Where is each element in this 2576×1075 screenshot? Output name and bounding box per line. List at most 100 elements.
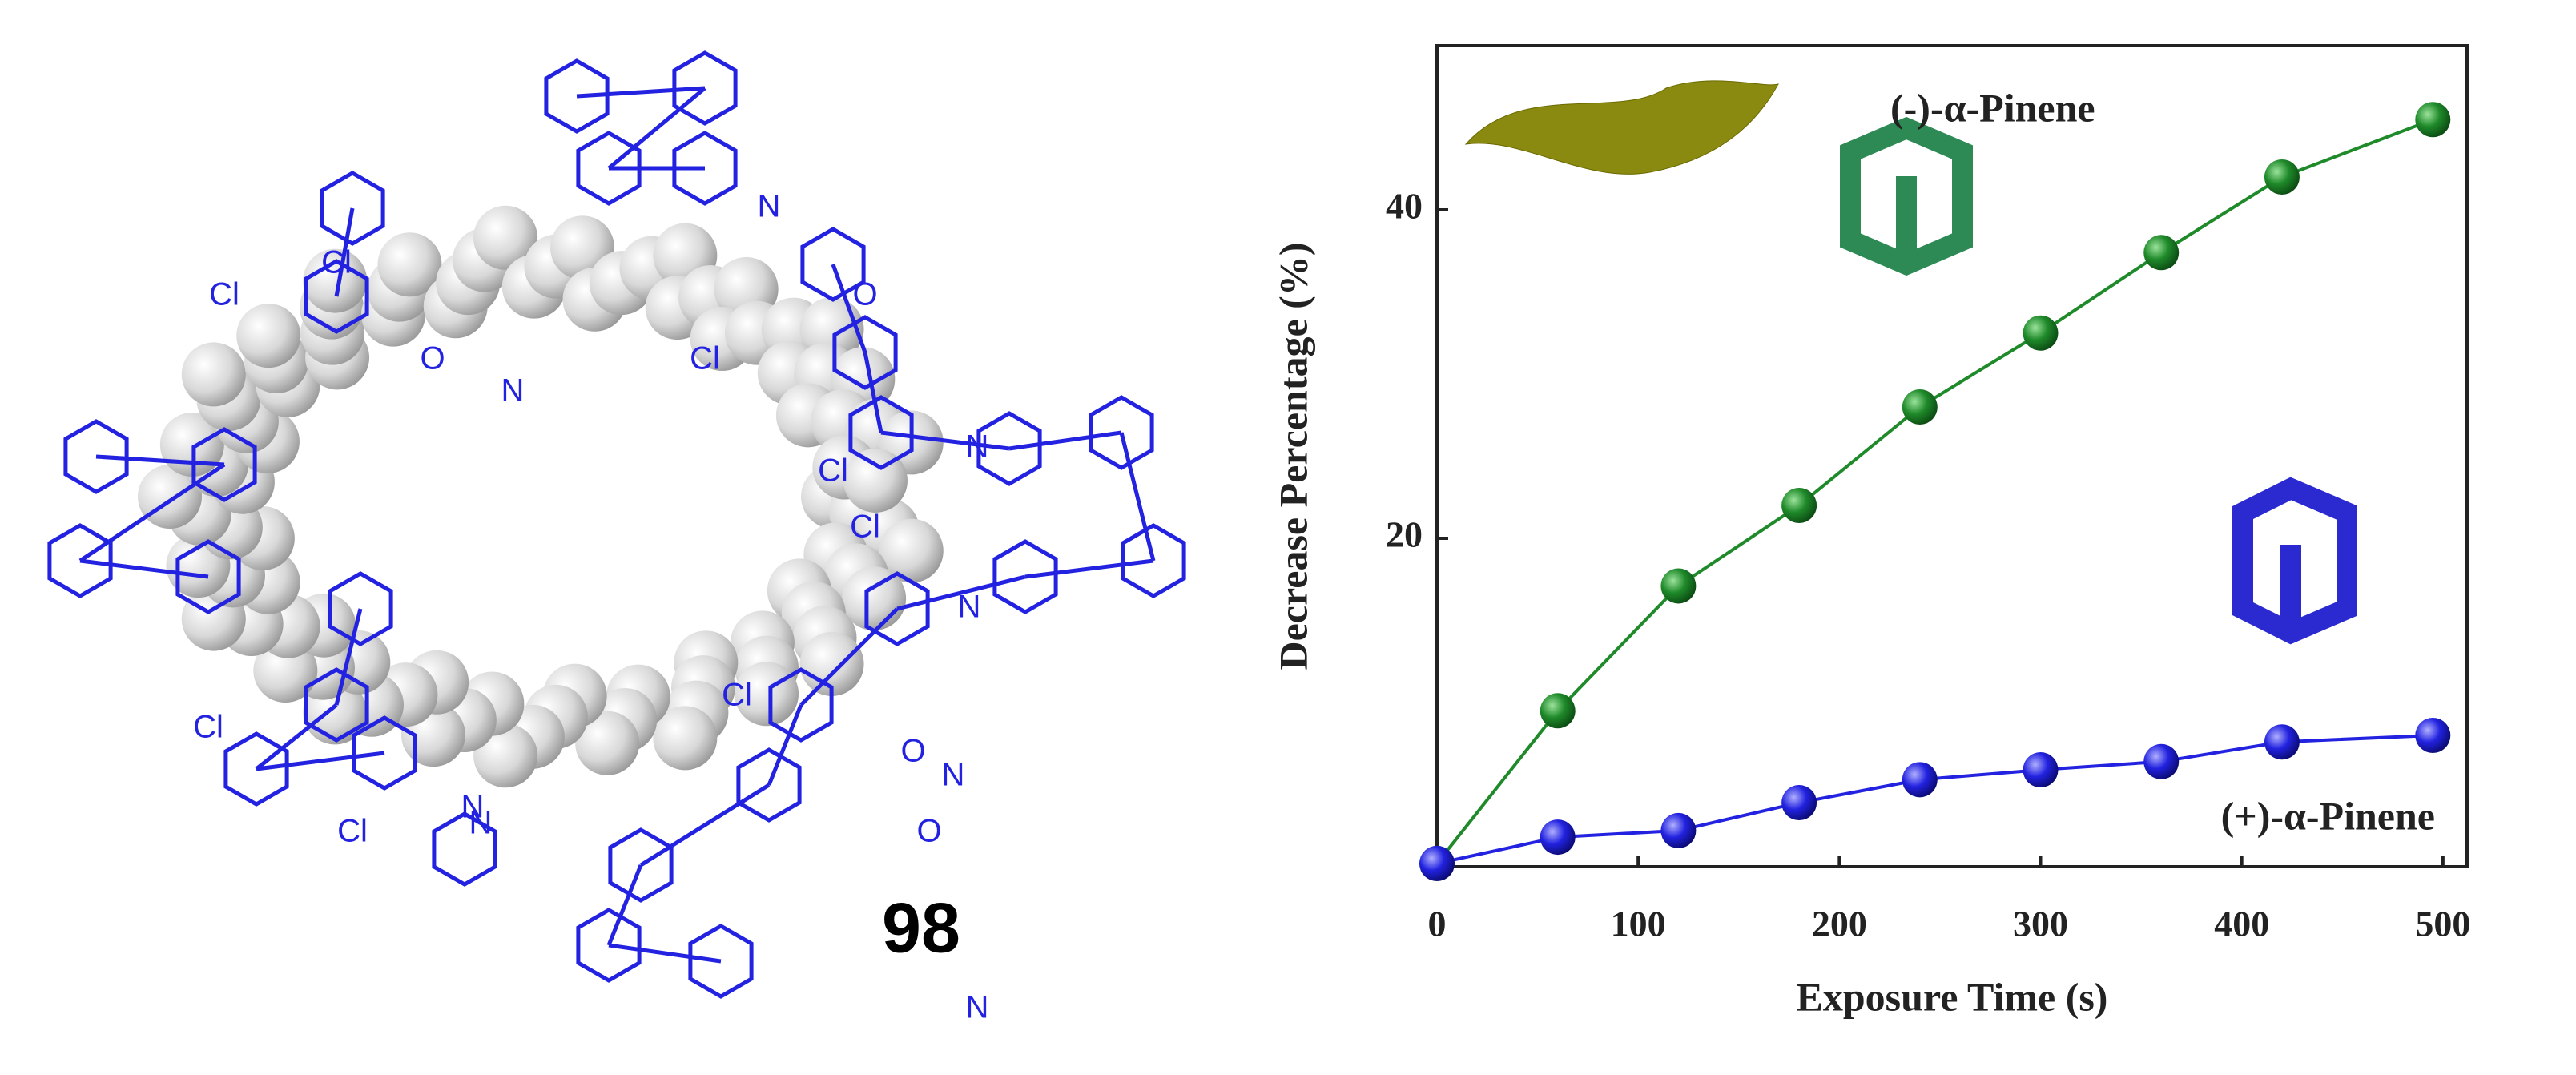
ring — [191, 427, 257, 502]
ring — [304, 667, 369, 743]
ring — [864, 571, 930, 646]
ring — [432, 811, 497, 887]
bond — [639, 783, 771, 868]
sphere — [735, 662, 799, 727]
sphere — [879, 518, 944, 583]
atom-label: N — [958, 590, 981, 625]
sphere — [653, 706, 718, 771]
sphere — [843, 448, 908, 513]
atom-label: O — [420, 341, 445, 376]
atom-label: N — [942, 758, 965, 793]
ring — [976, 411, 1042, 486]
atom-label: O — [852, 277, 877, 312]
bond — [863, 352, 883, 433]
ring — [47, 523, 113, 598]
ring — [576, 908, 642, 983]
bond — [255, 703, 338, 771]
bond — [1024, 558, 1154, 579]
bond — [256, 751, 385, 771]
sphere — [575, 711, 640, 775]
bond — [79, 558, 209, 579]
blue-molecule — [2232, 477, 2357, 645]
plot-frame — [1435, 44, 2469, 868]
bond — [607, 87, 706, 170]
ring — [848, 395, 914, 470]
x-tick-label: 100 — [1611, 904, 1666, 944]
bond — [1119, 432, 1156, 562]
point — [1781, 488, 1817, 523]
x-tick-label: 300 — [2013, 904, 2068, 944]
sphere — [303, 248, 368, 313]
point — [2143, 743, 2180, 779]
sphere — [377, 232, 442, 297]
atom-label: Cl — [337, 814, 368, 849]
ring — [175, 539, 241, 614]
compound-label: 98 — [882, 888, 960, 967]
bond — [606, 864, 643, 946]
bond — [1008, 430, 1122, 451]
ring — [832, 315, 898, 390]
film-icon — [1464, 80, 1779, 175]
bond — [767, 704, 803, 786]
x-tick-label: 200 — [1812, 904, 1867, 944]
bond — [880, 430, 1010, 451]
bond — [896, 574, 1026, 611]
point — [1540, 693, 1576, 729]
point — [1660, 812, 1697, 848]
atom-label: N — [501, 373, 525, 409]
point — [2143, 235, 2180, 271]
bond — [576, 86, 706, 99]
plot: 0 100 200 300 400 500 20 40 Exposure Time (s) Dec… — [1270, 85, 2470, 1019]
point — [2264, 724, 2300, 760]
y-tick-label: 40 — [1386, 186, 1423, 227]
ring — [63, 419, 129, 494]
point — [2415, 718, 2451, 753]
ring — [320, 171, 385, 246]
ring — [768, 667, 834, 743]
atom-label: N — [469, 806, 493, 841]
atom-label: O — [916, 814, 941, 849]
ring — [576, 131, 642, 206]
atom-label: O — [900, 734, 925, 769]
point — [2023, 752, 2059, 788]
green-molecule — [1840, 116, 1973, 276]
ring — [688, 924, 754, 999]
ring — [352, 715, 417, 791]
x-axis-label: Exposure Time (s) — [1797, 974, 2108, 1019]
ring — [223, 731, 289, 807]
x-tick-label: 500 — [2415, 904, 2470, 944]
point — [1540, 819, 1576, 856]
atom-label: Cl — [690, 341, 720, 376]
atom-label: N — [758, 189, 781, 224]
y-axis-label: Decrease Percentage (%) — [1270, 243, 1315, 670]
sphere — [236, 304, 301, 368]
point — [2023, 315, 2059, 351]
bond — [608, 943, 722, 964]
ring — [672, 131, 738, 206]
bond — [799, 607, 899, 707]
point — [2264, 159, 2300, 195]
atom-label: N — [461, 790, 485, 825]
ring — [672, 50, 738, 126]
ring — [328, 571, 393, 646]
atom-label: N — [966, 990, 989, 1025]
point — [1902, 762, 1938, 798]
bond — [95, 454, 225, 467]
ring — [1121, 523, 1186, 598]
bond — [831, 264, 867, 353]
sphere — [181, 342, 246, 407]
y-tick-label: 20 — [1386, 514, 1423, 555]
x-tick-label: 0 — [1428, 904, 1447, 944]
ring — [544, 58, 610, 134]
point — [2415, 102, 2451, 138]
atom-label: Cl — [850, 509, 880, 545]
atom-label: Cl — [209, 277, 239, 312]
ring — [800, 227, 866, 302]
atom-label: Cl — [818, 453, 848, 489]
x-tick-label: 400 — [2214, 904, 2269, 944]
point — [1781, 785, 1817, 821]
atom-label: Cl — [193, 710, 223, 745]
series-label: (-)-α-Pinene — [1890, 85, 2095, 130]
ring — [736, 747, 802, 823]
